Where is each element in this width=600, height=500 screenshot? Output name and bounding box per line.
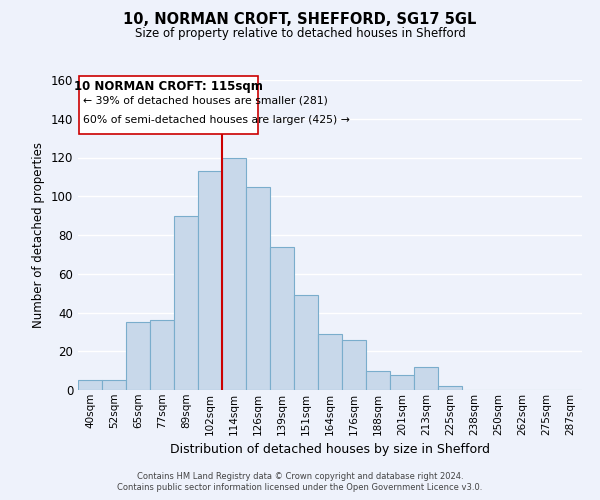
Text: 60% of semi-detached houses are larger (425) →: 60% of semi-detached houses are larger (… (83, 115, 350, 125)
Bar (270, 246, 294, 390)
Bar (102, 380, 126, 390)
Bar (318, 334, 342, 390)
Bar (246, 186, 270, 390)
Bar (174, 216, 198, 390)
Text: ← 39% of detached houses are smaller (281): ← 39% of detached houses are smaller (28… (83, 96, 328, 106)
Bar (222, 158, 246, 390)
Bar (366, 370, 390, 390)
Text: Size of property relative to detached houses in Shefford: Size of property relative to detached ho… (134, 28, 466, 40)
Bar (438, 386, 462, 390)
Text: Contains public sector information licensed under the Open Government Licence v3: Contains public sector information licen… (118, 484, 482, 492)
Bar (390, 374, 414, 390)
Bar (150, 320, 174, 390)
Bar (78, 380, 102, 390)
X-axis label: Distribution of detached houses by size in Shefford: Distribution of detached houses by size … (170, 443, 490, 456)
Bar (126, 322, 150, 390)
Bar (414, 367, 438, 390)
Text: Contains HM Land Registry data © Crown copyright and database right 2024.: Contains HM Land Registry data © Crown c… (137, 472, 463, 481)
Y-axis label: Number of detached properties: Number of detached properties (32, 142, 45, 328)
Text: 10, NORMAN CROFT, SHEFFORD, SG17 5GL: 10, NORMAN CROFT, SHEFFORD, SG17 5GL (124, 12, 476, 28)
Text: 10 NORMAN CROFT: 115sqm: 10 NORMAN CROFT: 115sqm (74, 80, 263, 93)
Bar (294, 295, 318, 390)
Bar (342, 340, 366, 390)
Bar (198, 171, 222, 390)
Bar (79, 76, 258, 134)
